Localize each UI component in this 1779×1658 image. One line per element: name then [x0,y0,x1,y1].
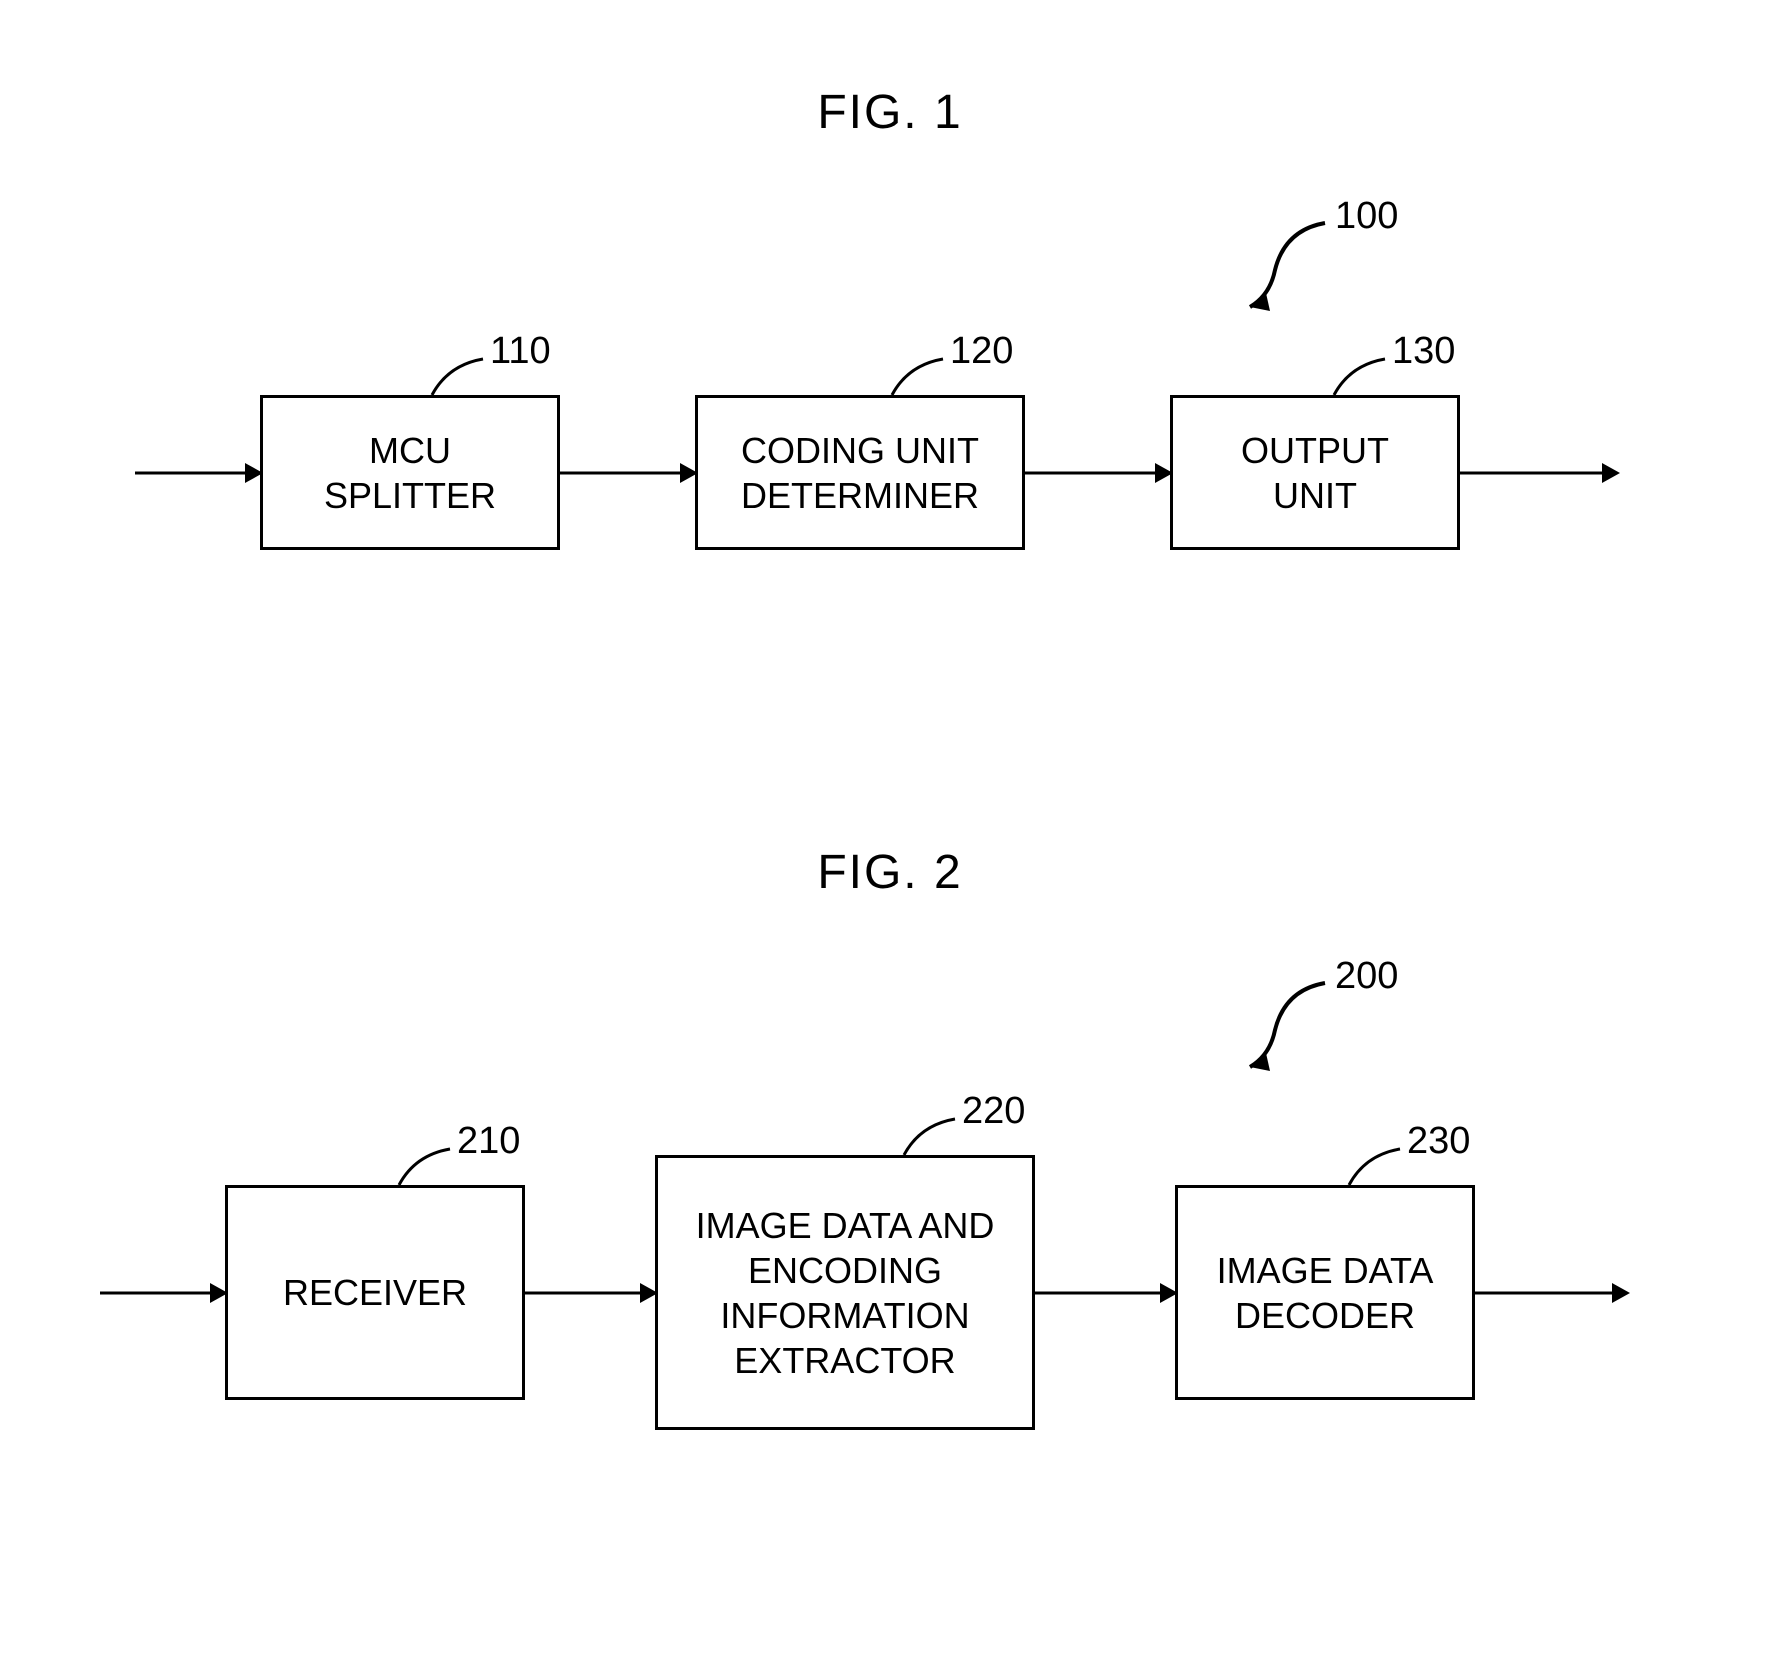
fig1-block-110-label: MCU SPLITTER [324,428,496,518]
fig1-block-130-id: 130 [1392,330,1455,373]
fig1-block-110-id: 110 [490,330,551,373]
fig2-title: FIG. 2 [720,845,1060,900]
fig1-block-120: CODING UNIT DETERMINER [695,395,1025,550]
fig2-ref-arc [1230,975,1350,1085]
fig1-block-110: MCU SPLITTER [260,395,560,550]
fig1-block-130-label: OUTPUT UNIT [1241,428,1389,518]
fig2-block-210-label: RECEIVER [283,1270,467,1315]
fig1-block-130: OUTPUT UNIT [1170,395,1460,550]
fig1-arrow-out [1460,458,1620,488]
fig2-block-230: IMAGE DATA DECODER [1175,1185,1475,1400]
fig2-block-220-label: IMAGE DATA AND ENCODING INFORMATION EXTR… [696,1203,995,1383]
fig2-block-210-id: 210 [457,1120,520,1163]
diagram-canvas: FIG. 1 100 MCU SPLITTER CODING UNIT DETE… [0,0,1779,1658]
fig2-block-210: RECEIVER [225,1185,525,1400]
fig1-leader-130 [1330,355,1400,397]
fig1-ref-label: 100 [1335,195,1398,238]
fig1-block-120-label: CODING UNIT DETERMINER [741,428,979,518]
fig1-title: FIG. 1 [720,85,1060,140]
fig1-leader-110 [428,355,498,397]
fig2-block-230-label: IMAGE DATA DECODER [1217,1248,1434,1338]
fig2-block-230-id: 230 [1407,1120,1470,1163]
fig2-ref-label: 200 [1335,955,1398,998]
fig1-ref-arc [1230,215,1350,325]
fig1-arrow-2 [1025,458,1173,488]
fig1-leader-120 [888,355,958,397]
fig2-leader-220 [900,1115,970,1157]
fig1-arrow-in [135,458,263,488]
fig2-leader-210 [395,1145,465,1187]
fig2-arrow-in [100,1278,228,1308]
fig2-block-220: IMAGE DATA AND ENCODING INFORMATION EXTR… [655,1155,1035,1430]
fig2-block-220-id: 220 [962,1090,1025,1133]
fig2-arrow-2 [1035,1278,1178,1308]
fig2-leader-230 [1345,1145,1415,1187]
fig2-arrow-1 [525,1278,658,1308]
fig1-arrow-1 [560,458,698,488]
fig2-arrow-out [1475,1278,1630,1308]
fig1-block-120-id: 120 [950,330,1013,373]
